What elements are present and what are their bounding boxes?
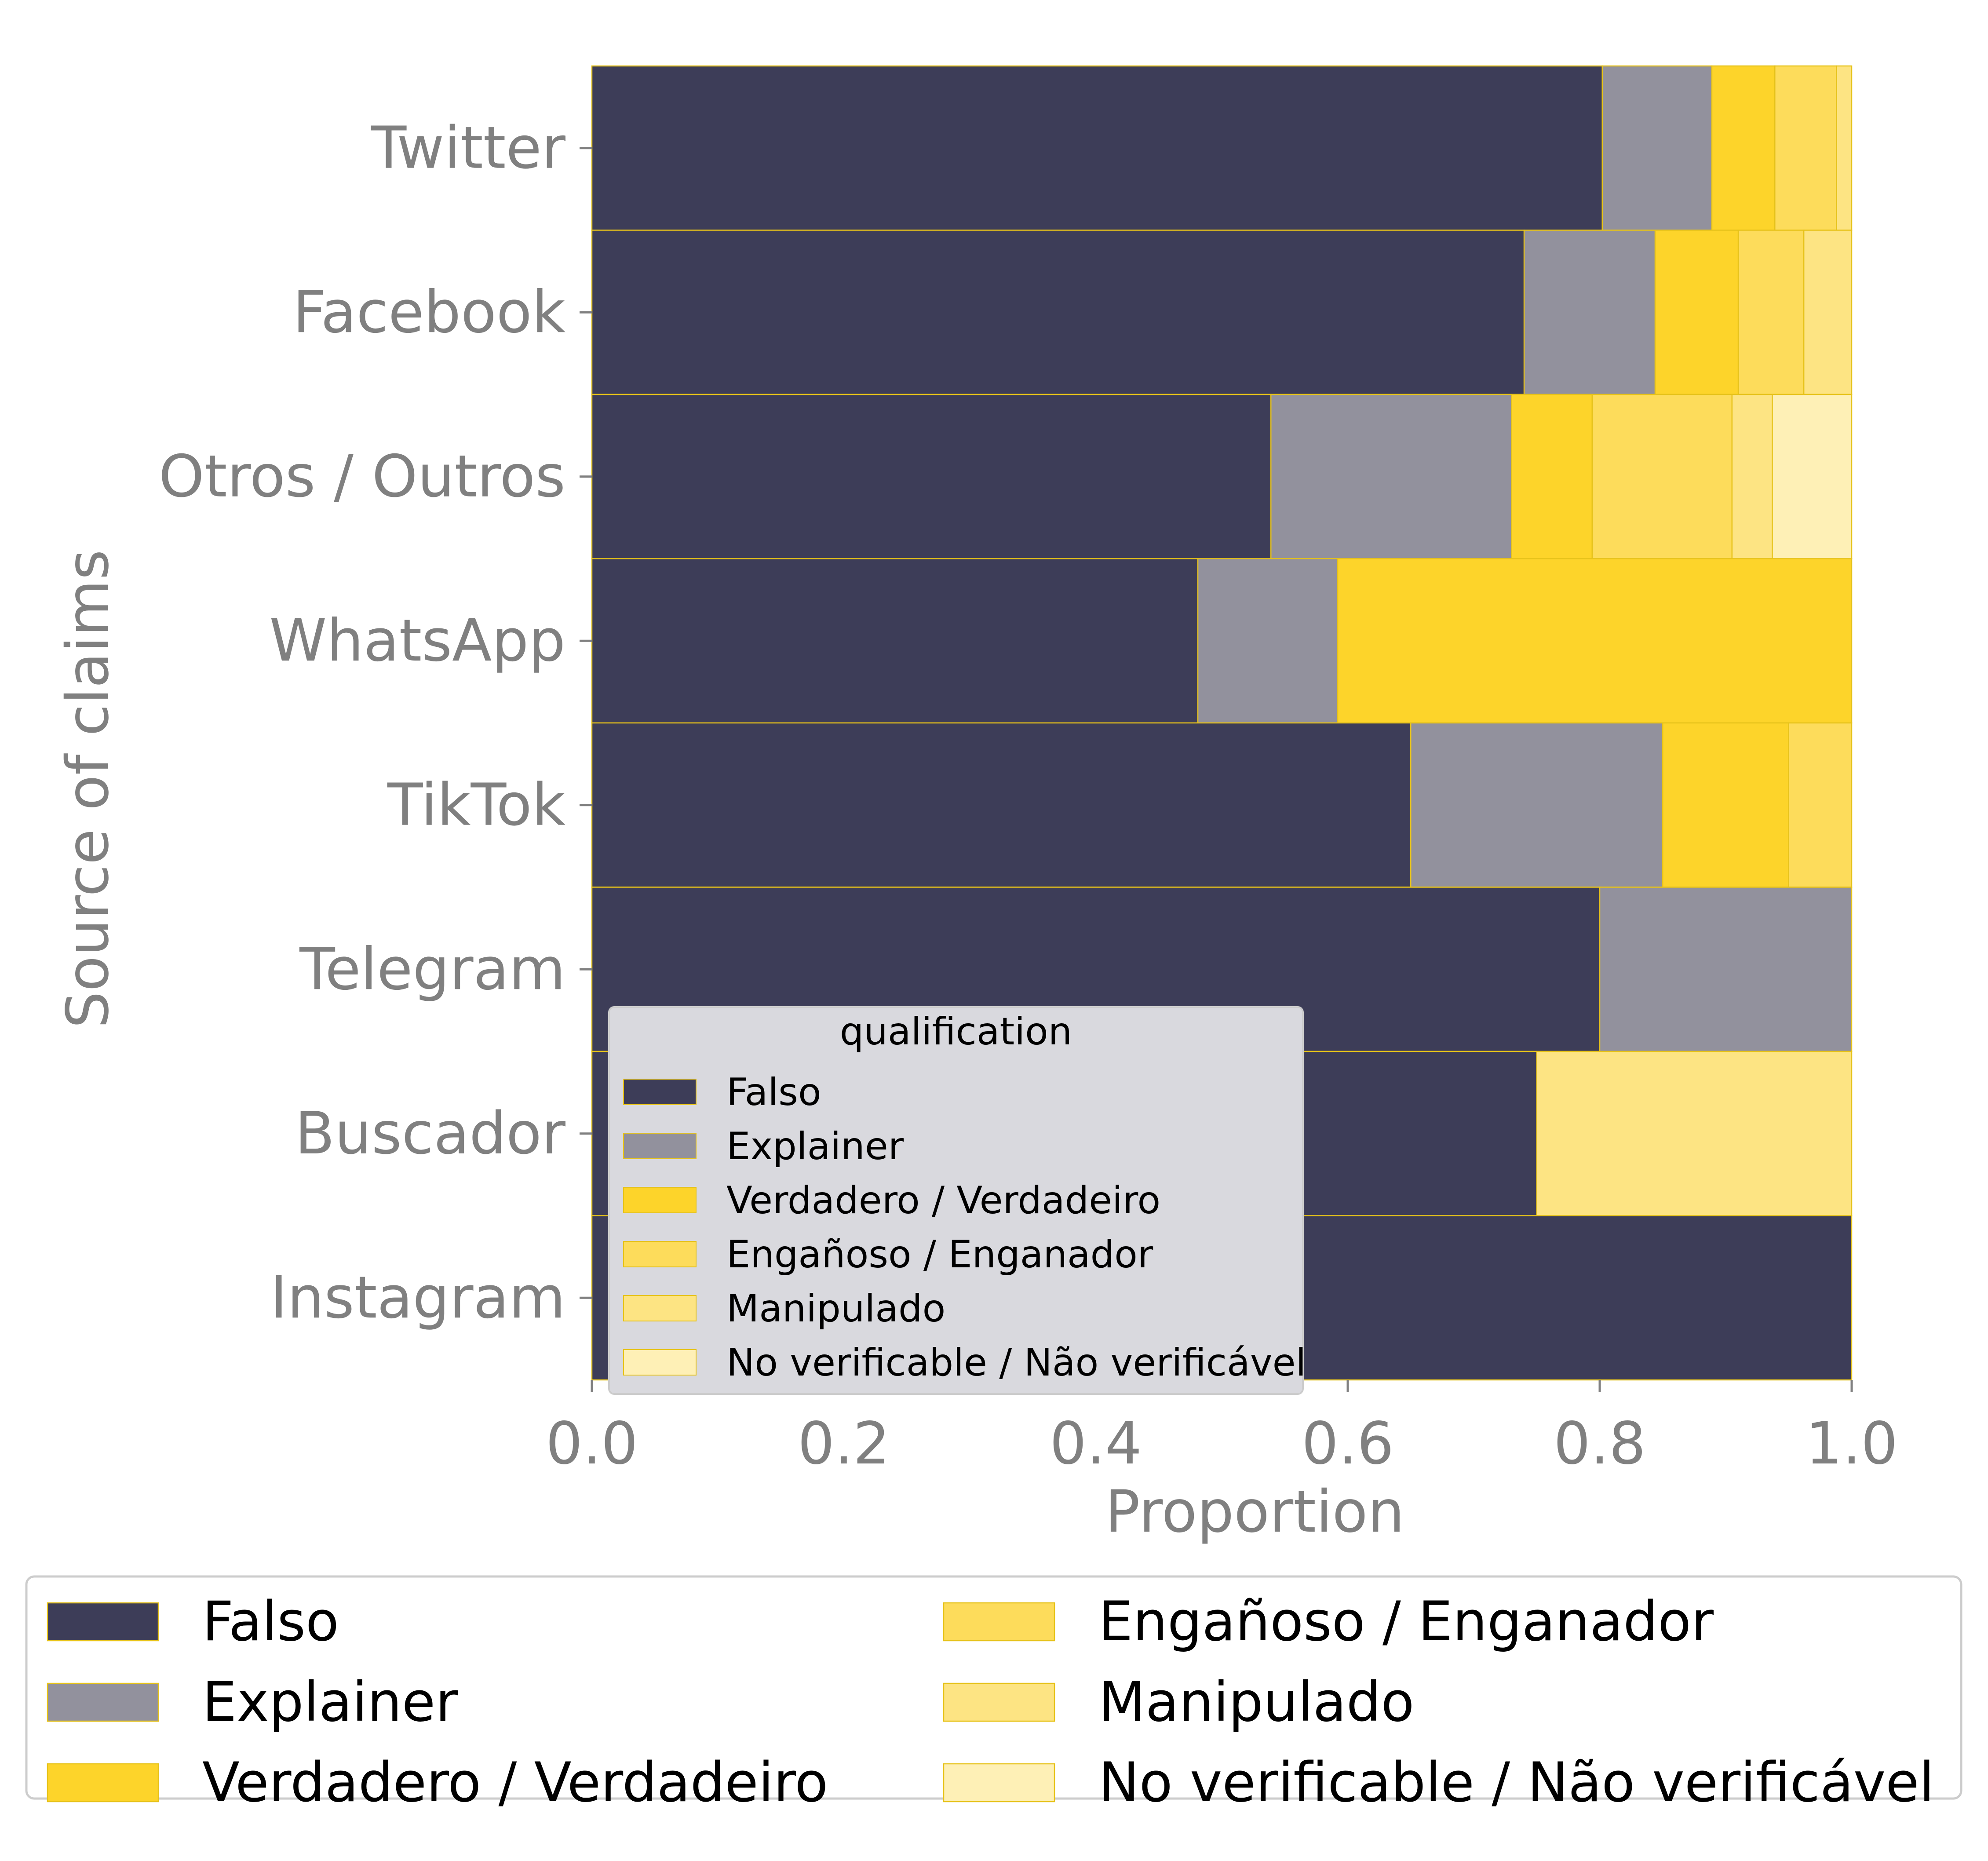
bar-facebook-verdadero-verdadeiro [1654,230,1739,395]
bar-otros-outros-verdadero-verdadeiro [1511,394,1593,559]
bar-twitter-falso [591,65,1603,231]
inner-legend-swatch-manipulado [623,1295,697,1321]
bar-otros-outros-no-verificable-nao-verificavel [1772,394,1853,559]
axes-layer: Twitter Facebook Otros / Outros WhatsApp Tik… [54,114,1898,1546]
inner-legend-swatch-verdadero-verdadeiro [623,1187,697,1213]
bar-whatsapp-explainer [1197,558,1339,724]
inner-legend-title: qualification [840,1010,1072,1054]
inner-legend-label-manipulado: Manipulado [726,1287,945,1331]
outer-legend-swatch-manipulado [943,1682,1055,1722]
inner-legend-label-enganoso-enganador: Engañoso / Enganador [726,1233,1153,1277]
y-tick-label-twitter: Twitter [371,114,566,182]
inner-legend-swatch-no-verificable-nao-verificavel [623,1349,697,1376]
bar-otros-outros-enganoso-enganador [1591,394,1733,559]
bar-twitter-explainer [1601,65,1713,231]
bar-facebook-enganoso-enganador [1737,230,1805,395]
bar-buscador-manipulado [1536,1051,1853,1216]
inner-legend-label-falso: Falso [726,1070,821,1114]
bar-tiktok-enganoso-enganador [1788,722,1853,888]
bar-tiktok-verdadero-verdadeiro [1662,722,1789,888]
y-tick-label-buscador: Buscador [295,1100,566,1168]
bar-telegram-explainer [1599,887,1853,1052]
outer-legend-swatch-verdadero-verdadeiro [47,1763,159,1803]
outer-legend-label-no-verificable-nao-verificavel: No verificable / Não verificável [1098,1751,1934,1814]
outer-legend-swatch-explainer [47,1682,159,1722]
bar-otros-outros-manipulado [1731,394,1773,559]
x-tick-label: 1.0 [1806,1410,1898,1478]
inner-legend-label-verdadero-verdadeiro: Verdadero / Verdadeiro [726,1179,1160,1222]
inner-legend-label-explainer: Explainer [726,1124,904,1168]
x-tick-label: 0.4 [1050,1410,1142,1478]
y-tick-label-telegram: Telegram [299,935,565,1003]
bar-whatsapp-falso [591,558,1199,724]
bar-otros-outros-explainer [1270,394,1512,559]
x-tick-label: 0.0 [546,1410,638,1478]
bar-tiktok-explainer [1410,722,1663,888]
inner-legend: qualification Falso Explainer Verdadero / V… [608,1006,1306,1395]
bar-twitter-enganoso-enganador [1774,65,1837,231]
x-tick-label: 0.2 [798,1410,890,1478]
bar-tiktok-falso [591,722,1412,888]
outer-legend-label-verdadero-verdadeiro: Verdadero / Verdadeiro [202,1751,828,1814]
bar-twitter-verdadero-verdadeiro [1711,65,1776,231]
bar-twitter-manipulado [1836,65,1853,231]
outer-legend: Falso Explainer Verdadero / Verdadeiro Enga… [25,1575,1962,1814]
bar-whatsapp-verdadero-verdadeiro [1337,558,1853,724]
inner-legend-swatch-falso [623,1079,697,1105]
bar-facebook-explainer [1523,230,1656,395]
outer-legend-swatch-enganoso-enganador [943,1602,1055,1642]
y-tick-label-instagram: Instagram [270,1264,565,1332]
outer-legend-label-manipulado: Manipulado [1098,1671,1414,1734]
inner-legend-swatch-enganoso-enganador [623,1241,697,1267]
x-tick-label: 0.6 [1302,1410,1394,1478]
y-tick-label-facebook: Facebook [293,278,566,346]
x-axis-label: Proportion [1105,1478,1404,1546]
bars-layer [591,65,1853,1381]
inner-legend-label-no-verificable-nao-verificavel: No verificable / Não verificável [726,1341,1306,1385]
inner-legend-swatch-explainer [623,1133,697,1159]
outer-legend-label-explainer: Explainer [202,1671,458,1734]
x-tick-label: 0.8 [1554,1410,1646,1478]
y-tick-label-otros-outros: Otros / Outros [159,443,565,511]
bar-otros-outros-falso [591,394,1272,559]
bar-facebook-manipulado [1803,230,1853,395]
y-tick-label-whatsapp: WhatsApp [270,607,565,675]
bar-facebook-falso [591,230,1525,395]
outer-legend-label-falso: Falso [202,1590,339,1653]
outer-legend-label-enganoso-enganador: Engañoso / Enganador [1098,1590,1714,1653]
inner-legend-frame [608,1006,1304,1395]
y-tick-label-tiktok: TikTok [387,771,566,839]
outer-legend-swatch-falso [47,1602,159,1642]
y-axis-label: Source of claims [54,550,122,1029]
outer-legend-swatch-no-verificable-nao-verificavel [943,1763,1055,1803]
